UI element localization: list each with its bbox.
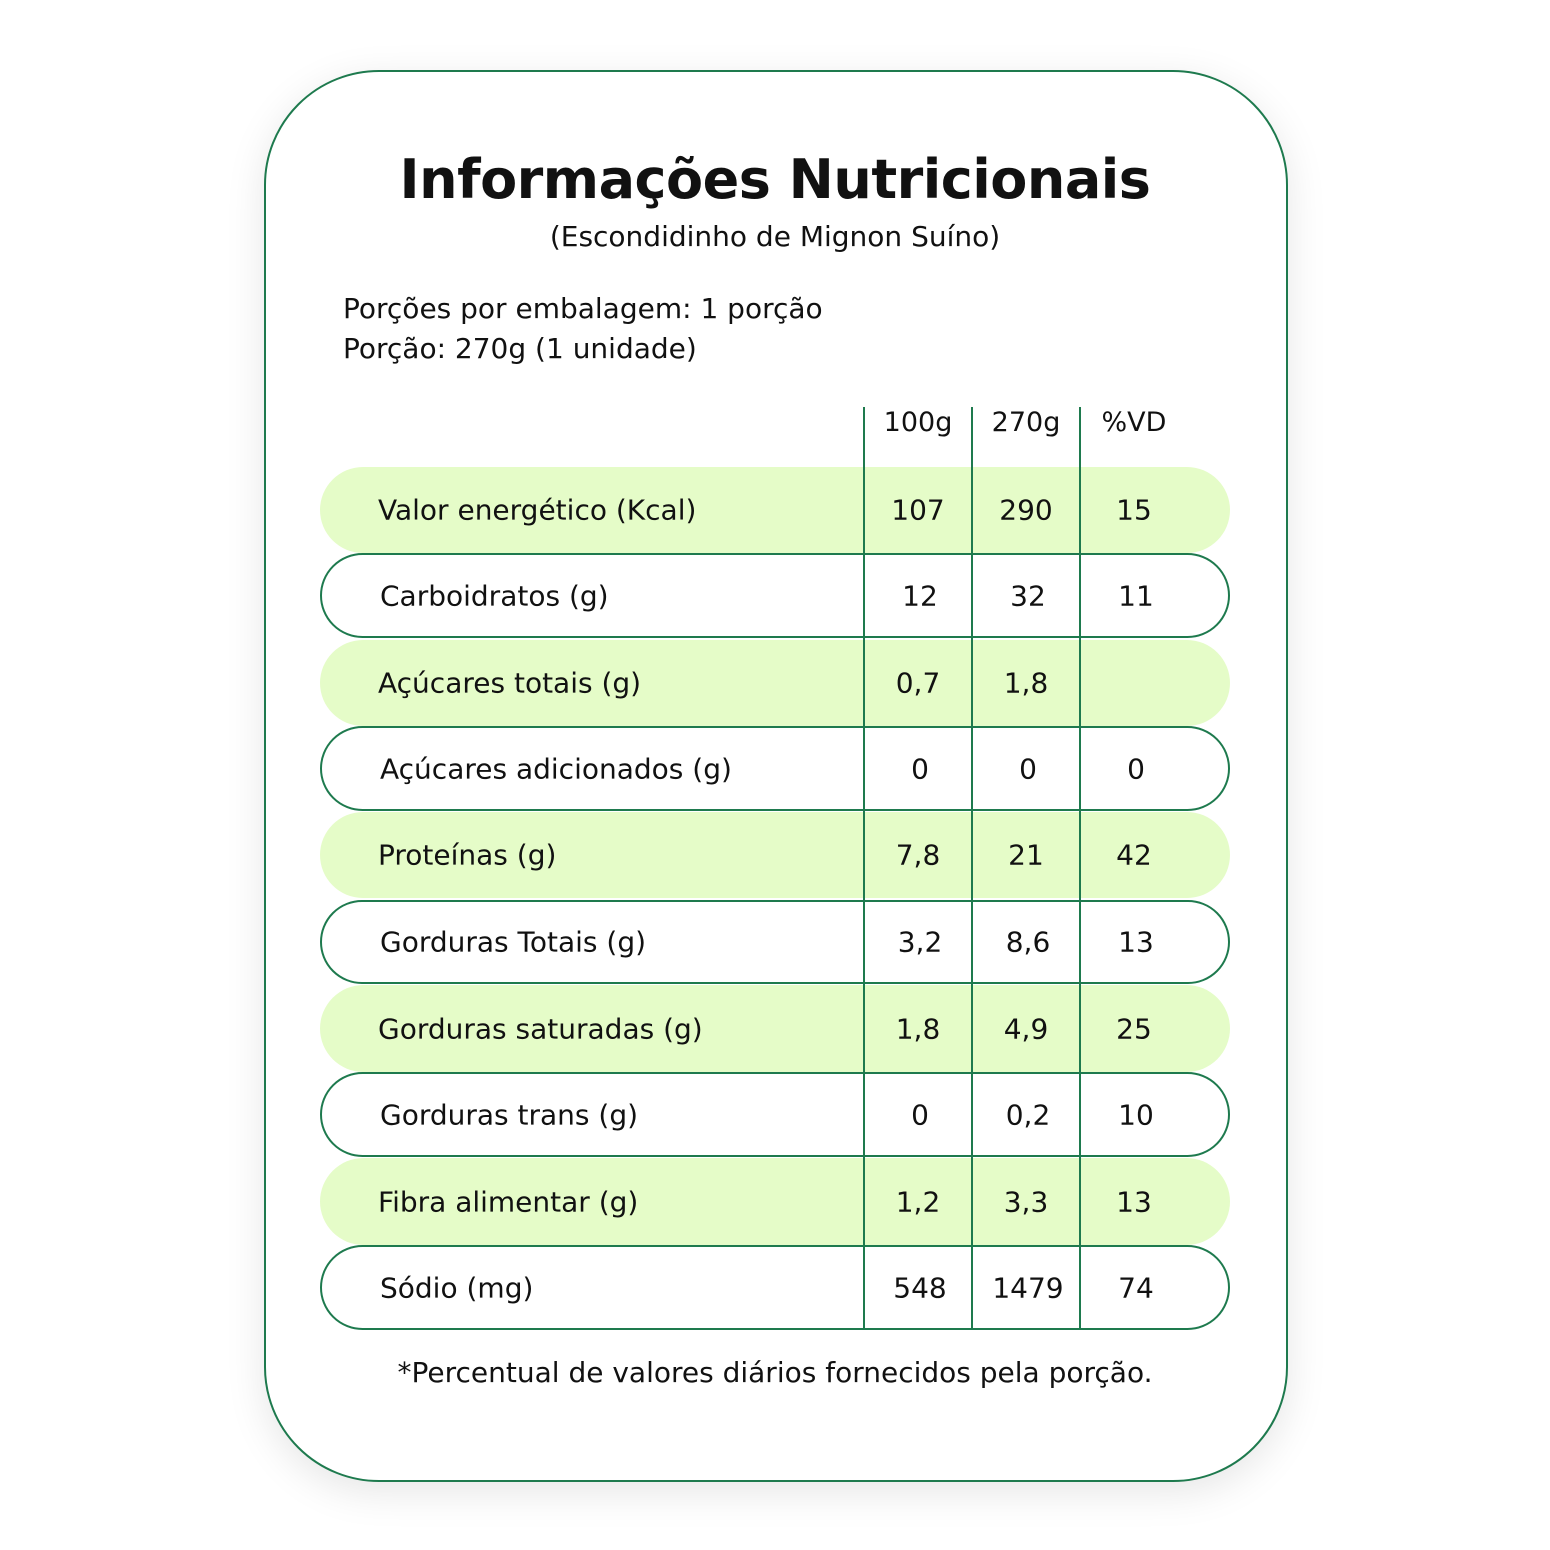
- table-row: Gorduras trans (g) 0 0,2 10: [320, 1072, 1230, 1157]
- header-270g: 270g: [991, 407, 1061, 438]
- nutrient-label: Fibra alimentar (g): [378, 1185, 639, 1218]
- page-title: Informações Nutricionais: [399, 148, 1151, 211]
- nutrient-label: Carboidratos (g): [380, 579, 609, 612]
- footnote: *Percentual de valores diários fornecido…: [397, 1356, 1153, 1389]
- value-vd: 74: [1118, 1271, 1154, 1304]
- table-row: Açúcares adicionados (g) 0 0 0: [320, 726, 1230, 811]
- portions-per-package: Porções por embalagem: 1 porção: [343, 292, 823, 325]
- value-100g: 7,8: [895, 838, 941, 872]
- nutrient-label: Açúcares adicionados (g): [380, 752, 732, 785]
- value-100g: 0: [911, 752, 929, 785]
- nutrient-label: Sódio (mg): [380, 1271, 534, 1304]
- value-vd: 0: [1127, 752, 1145, 785]
- table-row: Fibra alimentar (g) 1,2 3,3 13: [320, 1158, 1230, 1245]
- value-270g: 3,3: [1003, 1185, 1049, 1218]
- value-100g: 1,2: [895, 1185, 941, 1218]
- table-row: Sódio (mg) 548 1479 74: [320, 1245, 1230, 1330]
- nutrient-label: Açúcares totais (g): [378, 666, 642, 700]
- table-row: Gorduras Totais (g) 3,2 8,6 13: [320, 900, 1230, 984]
- nutrient-label: Gorduras saturadas (g): [378, 1012, 703, 1045]
- table-row: Açúcares totais (g) 0,7 1,8: [320, 640, 1230, 726]
- portion-size: Porção: 270g (1 unidade): [343, 332, 697, 365]
- value-vd: 13: [1116, 1185, 1152, 1218]
- value-270g: 1,8: [1003, 666, 1049, 700]
- value-100g: 0: [911, 1098, 929, 1131]
- value-100g: 3,2: [897, 925, 943, 959]
- value-270g: 0,2: [1005, 1098, 1051, 1131]
- nutrient-label: Gorduras Totais (g): [380, 925, 647, 959]
- value-vd: 42: [1116, 838, 1152, 872]
- nutrient-label: Proteínas (g): [378, 838, 557, 872]
- value-100g: 12: [902, 579, 938, 612]
- value-270g: 0: [1019, 752, 1037, 785]
- value-100g: 0,7: [895, 666, 941, 700]
- nutrient-label: Gorduras trans (g): [380, 1098, 639, 1131]
- table-row: Carboidratos (g) 12 32 11: [320, 553, 1230, 638]
- header-100g: 100g: [883, 407, 953, 438]
- table-row: Valor energético (Kcal) 107 290 15: [320, 467, 1230, 553]
- value-vd: 13: [1118, 925, 1154, 959]
- value-270g: 8,6: [1005, 925, 1051, 959]
- column-divider: [1079, 407, 1081, 1330]
- value-vd: 25: [1116, 1012, 1152, 1045]
- column-divider: [971, 407, 973, 1330]
- value-270g: 21: [1008, 838, 1044, 872]
- value-100g: 1,8: [895, 1012, 941, 1045]
- value-vd: 10: [1118, 1098, 1154, 1131]
- value-100g: 548: [893, 1271, 947, 1304]
- value-270g: 32: [1010, 579, 1046, 612]
- value-270g: 1479: [992, 1271, 1064, 1304]
- column-divider: [863, 407, 865, 1330]
- nutrient-label: Valor energético (Kcal): [378, 493, 697, 527]
- product-name: (Escondidinho de Mignon Suíno): [549, 220, 1001, 253]
- value-100g: 107: [891, 493, 945, 527]
- table-row: Gorduras saturadas (g) 1,8 4,9 25: [320, 985, 1230, 1072]
- table-row: Proteínas (g) 7,8 21 42: [320, 812, 1230, 898]
- value-270g: 4,9: [1003, 1012, 1049, 1045]
- value-270g: 290: [999, 493, 1053, 527]
- value-vd: 11: [1118, 579, 1154, 612]
- value-vd: 15: [1116, 493, 1152, 527]
- header-vd: %VD: [1101, 407, 1167, 438]
